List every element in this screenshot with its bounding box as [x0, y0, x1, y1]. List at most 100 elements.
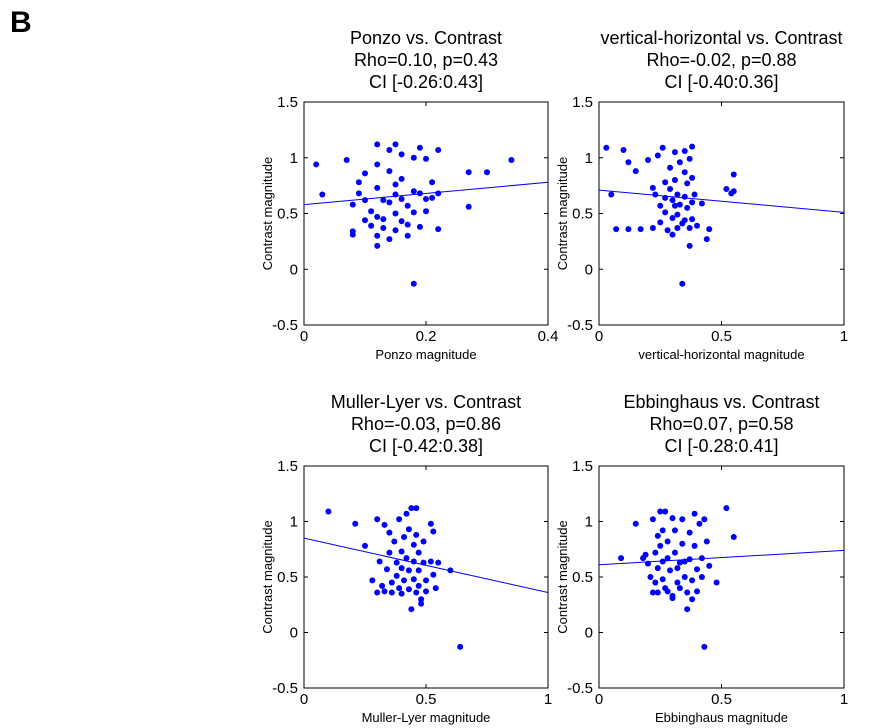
data-point: [430, 528, 437, 535]
y-tick-label: 1: [585, 514, 593, 531]
data-point: [408, 505, 415, 512]
y-tick-label: -0.5: [567, 317, 593, 334]
x-tick-label: 1: [840, 328, 848, 345]
chart-title-line-2: Rho=-0.03, p=0.86: [351, 414, 501, 434]
data-point: [415, 549, 422, 556]
panel-vertical-horizontal: vertical-horizontal vs. ContrastRho=-0.0…: [555, 28, 848, 362]
data-point: [374, 242, 381, 249]
data-point: [393, 559, 400, 566]
data-point: [392, 227, 399, 234]
data-point: [686, 242, 693, 249]
data-point: [410, 188, 417, 195]
y-tick-label: 1: [585, 150, 593, 167]
data-point: [649, 516, 656, 523]
y-tick-label: 1.5: [572, 94, 593, 111]
data-point: [405, 586, 412, 593]
y-tick-label: 0.5: [572, 569, 593, 586]
data-point: [679, 280, 686, 287]
data-point: [381, 588, 388, 595]
y-tick-label: 1: [290, 514, 298, 531]
data-point: [392, 191, 399, 198]
data-point: [418, 596, 425, 603]
data-point: [689, 577, 696, 584]
data-point: [686, 556, 693, 563]
data-point: [352, 520, 359, 527]
x-axis-label: Ponzo magnitude: [375, 347, 476, 362]
data-point: [349, 201, 356, 208]
data-point: [730, 534, 737, 541]
data-point: [343, 156, 350, 163]
chart-title-line-1: Ebbinghaus vs. Contrast: [623, 392, 819, 412]
panel-letter: B: [10, 6, 32, 39]
data-point: [674, 211, 681, 218]
data-point: [647, 574, 654, 580]
data-point: [410, 576, 417, 583]
data-point: [447, 567, 454, 574]
data-point: [625, 159, 632, 166]
data-point: [730, 171, 737, 178]
data-point: [662, 194, 669, 201]
data-point: [684, 204, 691, 211]
data-point: [667, 185, 674, 192]
plot-frame: [598, 101, 845, 326]
data-point: [669, 592, 676, 599]
data-point: [404, 221, 411, 228]
data-point: [381, 521, 388, 528]
data-point: [362, 170, 368, 177]
data-point: [679, 540, 686, 547]
data-point: [410, 280, 417, 287]
data-point: [676, 159, 683, 166]
data-point: [698, 574, 705, 580]
y-tick-label: 0: [290, 625, 298, 642]
data-point: [430, 571, 437, 578]
data-point: [689, 596, 696, 603]
data-point: [368, 222, 375, 229]
data-point: [681, 217, 688, 224]
data-point: [427, 558, 434, 565]
data-point: [689, 216, 696, 223]
data-point: [674, 565, 681, 572]
data-point: [701, 643, 708, 650]
data-point: [415, 582, 422, 589]
data-point: [723, 185, 730, 192]
data-point: [674, 191, 681, 198]
y-tick-label: 0.5: [277, 206, 298, 223]
x-tick-label: 0: [300, 328, 308, 345]
chart-title-line-1: vertical-horizontal vs. Contrast: [600, 28, 842, 48]
data-point: [398, 175, 405, 182]
y-axis-label: Contrast magnitude: [555, 157, 570, 270]
data-point: [416, 190, 423, 197]
data-point: [674, 224, 681, 231]
data-point: [730, 188, 737, 195]
data-point: [681, 169, 688, 176]
data-point: [674, 579, 681, 586]
data-point: [681, 558, 688, 565]
data-point: [416, 144, 423, 151]
data-point: [652, 549, 659, 556]
data-point: [603, 144, 610, 151]
y-tick-label: 1.5: [277, 94, 298, 111]
y-tick-label: 0: [585, 261, 593, 278]
chart-title-line-1: Muller-Lyer vs. Contrast: [331, 392, 521, 412]
data-point: [374, 589, 381, 596]
data-point: [698, 555, 705, 562]
y-tick-label: 1: [290, 150, 298, 167]
data-point: [684, 180, 691, 187]
data-point: [404, 232, 411, 239]
data-point: [608, 191, 615, 198]
data-point: [396, 516, 403, 523]
x-tick-label: 1: [544, 691, 552, 708]
data-point: [410, 558, 417, 565]
data-point: [662, 209, 669, 216]
plot-frame: [598, 465, 845, 689]
data-point: [388, 589, 395, 596]
data-point: [423, 577, 429, 584]
data-point: [413, 589, 420, 596]
data-point: [435, 146, 442, 153]
data-point: [657, 542, 664, 549]
data-point: [401, 534, 408, 541]
data-point: [681, 148, 688, 155]
data-point: [398, 196, 405, 203]
data-point: [689, 199, 696, 206]
